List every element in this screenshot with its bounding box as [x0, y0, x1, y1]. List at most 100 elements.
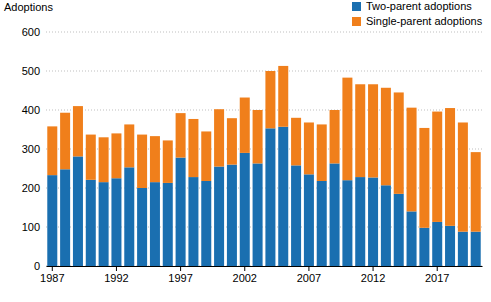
- bar: [445, 226, 455, 266]
- bar: [163, 183, 173, 266]
- bar: [381, 88, 391, 186]
- y-tick: 0: [34, 260, 46, 272]
- y-tick: 500: [22, 65, 46, 77]
- bar: [188, 177, 198, 266]
- x-tick-mark: [180, 266, 181, 271]
- bar: [150, 182, 160, 266]
- bar: [111, 178, 121, 266]
- x-tick-label: 2002: [233, 272, 257, 284]
- bar: [368, 177, 378, 266]
- bar: [432, 112, 442, 222]
- x-tick-mark: [52, 266, 53, 271]
- plot: 0 100 200 300 400 500 600 1987 1992 1997 2002 2007 2…: [22, 26, 483, 284]
- bar: [278, 66, 288, 127]
- x-tick: 1997: [168, 266, 192, 284]
- bar: [394, 194, 404, 266]
- y-tick-label: 300: [22, 143, 40, 155]
- bar: [227, 165, 237, 266]
- grid: [46, 32, 482, 266]
- y-tick-label: 500: [22, 65, 40, 77]
- bar: [330, 163, 340, 266]
- bar: [86, 135, 96, 180]
- y-axis-title: Adoptions: [4, 1, 53, 13]
- grid-line: [46, 32, 482, 33]
- bar: [445, 108, 455, 226]
- grid-line: [46, 110, 482, 111]
- legend-swatch: [352, 2, 361, 11]
- bar: [330, 110, 340, 163]
- y-tick: 600: [22, 26, 46, 38]
- bar: [317, 124, 327, 181]
- bar: [176, 158, 186, 266]
- bar: [201, 131, 211, 181]
- bar: [381, 185, 391, 266]
- bar: [355, 177, 365, 266]
- y-tick-label: 0: [34, 260, 40, 272]
- x-tick-mark: [244, 266, 245, 271]
- bar: [150, 136, 160, 182]
- bar: [304, 174, 314, 266]
- bar: [342, 180, 352, 266]
- bar: [124, 167, 134, 266]
- bar: [291, 165, 301, 266]
- grid-line: [46, 227, 482, 228]
- bar: [432, 222, 442, 266]
- bar: [458, 122, 468, 231]
- grid-line: [46, 71, 482, 72]
- bar: [99, 182, 109, 266]
- x-tick-mark: [437, 266, 438, 271]
- bar: [291, 118, 301, 166]
- legend-item: Single-parent adoptions: [352, 15, 483, 27]
- y-tick: 200: [22, 182, 46, 194]
- bar: [471, 232, 481, 266]
- x-tick: 2002: [233, 266, 257, 284]
- bar: [86, 180, 96, 266]
- bar: [471, 152, 481, 232]
- x-tick-label: 1997: [168, 272, 192, 284]
- x-tick-label: 2012: [361, 272, 385, 284]
- bar: [394, 92, 404, 193]
- bar: [355, 84, 365, 177]
- bar: [253, 110, 263, 163]
- bar: [188, 119, 198, 177]
- bar: [201, 181, 211, 266]
- x-tick-mark: [373, 266, 374, 271]
- y-tick-label: 400: [22, 104, 40, 116]
- bar: [368, 84, 378, 177]
- bar: [265, 71, 275, 128]
- legend: Two-parent adoptions Single-parent adopti…: [352, 0, 483, 27]
- bar: [278, 127, 288, 266]
- bar: [304, 122, 314, 174]
- bar: [458, 232, 468, 266]
- bar: [47, 175, 57, 266]
- bar: [137, 135, 147, 188]
- bar: [137, 188, 147, 266]
- bar: [60, 169, 70, 266]
- bar: [47, 126, 57, 175]
- bar: [240, 98, 250, 153]
- x-tick: 1987: [40, 266, 64, 284]
- bar: [265, 128, 275, 266]
- bar: [240, 153, 250, 266]
- grid-line: [46, 266, 482, 267]
- grid-line: [46, 188, 482, 189]
- x-axis: 1987199219972002200720122017: [40, 266, 482, 284]
- y-axis-line: [46, 33, 47, 267]
- x-tick-label: 1992: [104, 272, 128, 284]
- legend-label: Single-parent adoptions: [366, 15, 483, 27]
- bar: [214, 167, 224, 266]
- bar: [253, 163, 263, 266]
- series: [47, 66, 480, 232]
- bar: [111, 133, 121, 178]
- bar: [73, 156, 83, 266]
- bar: [60, 113, 70, 170]
- y-tick-label: 600: [22, 26, 40, 38]
- bar: [342, 78, 352, 181]
- bar: [176, 113, 186, 157]
- x-tick-label: 2007: [297, 272, 321, 284]
- legend-label: Two-parent adoptions: [366, 0, 472, 12]
- y-tick-label: 100: [22, 221, 40, 233]
- bar: [73, 106, 83, 156]
- legend-swatch: [352, 17, 361, 26]
- bar: [227, 118, 237, 164]
